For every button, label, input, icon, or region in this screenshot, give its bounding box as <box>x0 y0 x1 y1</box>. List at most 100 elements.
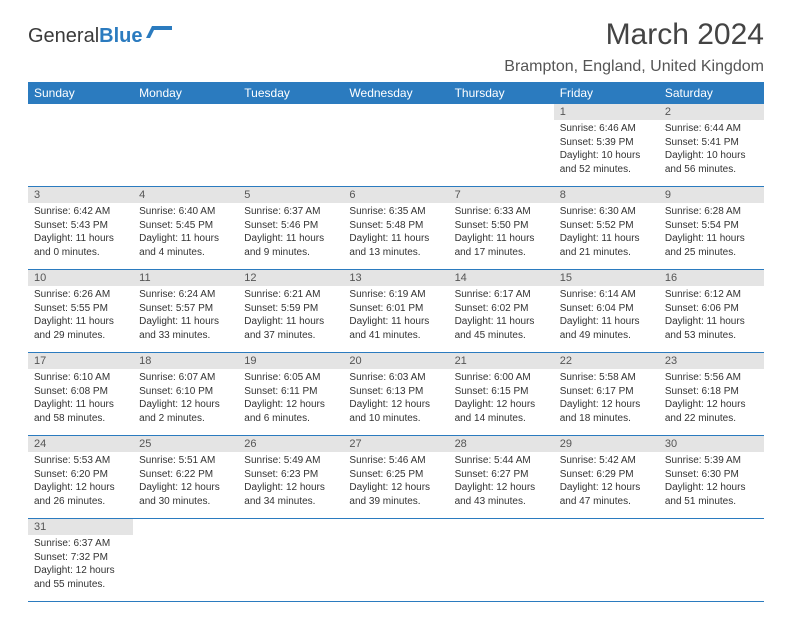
calendar-cell: 26Sunrise: 5:49 AMSunset: 6:23 PMDayligh… <box>238 436 343 519</box>
day-number: 30 <box>659 436 764 452</box>
daylight-text: Daylight: 10 hours and 56 minutes. <box>665 149 758 176</box>
sunrise-text: Sunrise: 6:42 AM <box>34 205 127 219</box>
sunset-text: Sunset: 7:32 PM <box>34 551 127 565</box>
day-header: Tuesday <box>238 82 343 104</box>
daylight-text: Daylight: 11 hours and 53 minutes. <box>665 315 758 342</box>
sunrise-text: Sunrise: 6:44 AM <box>665 122 758 136</box>
day-number: 27 <box>343 436 448 452</box>
cell-body: Sunrise: 6:44 AMSunset: 5:41 PMDaylight:… <box>659 120 764 180</box>
sunset-text: Sunset: 5:48 PM <box>349 219 442 233</box>
calendar-cell <box>238 519 343 602</box>
sunset-text: Sunset: 6:18 PM <box>665 385 758 399</box>
sunset-text: Sunset: 6:08 PM <box>34 385 127 399</box>
calendar-cell <box>133 519 238 602</box>
day-header: Thursday <box>449 82 554 104</box>
calendar-cell: 21Sunrise: 6:00 AMSunset: 6:15 PMDayligh… <box>449 353 554 436</box>
daylight-text: Daylight: 12 hours and 22 minutes. <box>665 398 758 425</box>
sunrise-text: Sunrise: 6:28 AM <box>665 205 758 219</box>
calendar-row: 3Sunrise: 6:42 AMSunset: 5:43 PMDaylight… <box>28 187 764 270</box>
daylight-text: Daylight: 11 hours and 21 minutes. <box>560 232 653 259</box>
day-number: 5 <box>238 187 343 203</box>
calendar-cell: 8Sunrise: 6:30 AMSunset: 5:52 PMDaylight… <box>554 187 659 270</box>
sunset-text: Sunset: 5:43 PM <box>34 219 127 233</box>
sunset-text: Sunset: 6:04 PM <box>560 302 653 316</box>
sunset-text: Sunset: 6:02 PM <box>455 302 548 316</box>
sunset-text: Sunset: 6:15 PM <box>455 385 548 399</box>
sunrise-text: Sunrise: 6:30 AM <box>560 205 653 219</box>
day-number <box>554 519 659 523</box>
calendar-cell <box>28 104 133 187</box>
day-number: 11 <box>133 270 238 286</box>
day-number <box>133 104 238 108</box>
cell-body: Sunrise: 6:24 AMSunset: 5:57 PMDaylight:… <box>133 286 238 346</box>
calendar-cell <box>449 104 554 187</box>
calendar-cell <box>449 519 554 602</box>
day-header-row: Sunday Monday Tuesday Wednesday Thursday… <box>28 82 764 104</box>
sunset-text: Sunset: 6:17 PM <box>560 385 653 399</box>
sunset-text: Sunset: 5:50 PM <box>455 219 548 233</box>
sunset-text: Sunset: 5:45 PM <box>139 219 232 233</box>
cell-body: Sunrise: 6:40 AMSunset: 5:45 PMDaylight:… <box>133 203 238 263</box>
calendar-cell: 4Sunrise: 6:40 AMSunset: 5:45 PMDaylight… <box>133 187 238 270</box>
sunset-text: Sunset: 6:25 PM <box>349 468 442 482</box>
day-header: Sunday <box>28 82 133 104</box>
day-number: 24 <box>28 436 133 452</box>
cell-body: Sunrise: 6:46 AMSunset: 5:39 PMDaylight:… <box>554 120 659 180</box>
daylight-text: Daylight: 11 hours and 41 minutes. <box>349 315 442 342</box>
month-title: March 2024 <box>504 18 764 52</box>
cell-body: Sunrise: 6:17 AMSunset: 6:02 PMDaylight:… <box>449 286 554 346</box>
sunrise-text: Sunrise: 6:05 AM <box>244 371 337 385</box>
cell-body: Sunrise: 5:56 AMSunset: 6:18 PMDaylight:… <box>659 369 764 429</box>
calendar-cell: 3Sunrise: 6:42 AMSunset: 5:43 PMDaylight… <box>28 187 133 270</box>
daylight-text: Daylight: 12 hours and 34 minutes. <box>244 481 337 508</box>
calendar-page: GeneralBlue March 2024 Brampton, England… <box>0 0 792 620</box>
calendar-cell: 24 Sunrise: 5:53 AMSunset: 6:20 PMDayligh… <box>28 436 133 519</box>
sunrise-text: Sunrise: 5:56 AM <box>665 371 758 385</box>
sunset-text: Sunset: 6:11 PM <box>244 385 337 399</box>
sunset-text: Sunset: 6:06 PM <box>665 302 758 316</box>
daylight-text: Daylight: 11 hours and 9 minutes. <box>244 232 337 259</box>
calendar-cell <box>659 519 764 602</box>
daylight-text: Daylight: 11 hours and 45 minutes. <box>455 315 548 342</box>
sunset-text: Sunset: 6:20 PM <box>34 468 127 482</box>
sunrise-text: Sunrise: 6:19 AM <box>349 288 442 302</box>
cell-body: Sunrise: 6:12 AMSunset: 6:06 PMDaylight:… <box>659 286 764 346</box>
logo: GeneralBlue <box>28 24 172 48</box>
header: GeneralBlue March 2024 Brampton, England… <box>28 18 764 76</box>
calendar-row: 10Sunrise: 6:26 AMSunset: 5:55 PMDayligh… <box>28 270 764 353</box>
sunset-text: Sunset: 6:27 PM <box>455 468 548 482</box>
calendar-cell: 10Sunrise: 6:26 AMSunset: 5:55 PMDayligh… <box>28 270 133 353</box>
calendar-cell: 18Sunrise: 6:07 AMSunset: 6:10 PMDayligh… <box>133 353 238 436</box>
sunrise-text: Sunrise: 6:37 AM <box>244 205 337 219</box>
calendar-row: 1Sunrise: 6:46 AMSunset: 5:39 PMDaylight… <box>28 104 764 187</box>
sunrise-text: Sunrise: 6:46 AM <box>560 122 653 136</box>
calendar-cell: 25Sunrise: 5:51 AMSunset: 6:22 PMDayligh… <box>133 436 238 519</box>
day-number: 10 <box>28 270 133 286</box>
day-number: 8 <box>554 187 659 203</box>
day-number <box>238 519 343 523</box>
calendar-cell: 11Sunrise: 6:24 AMSunset: 5:57 PMDayligh… <box>133 270 238 353</box>
calendar-cell <box>343 104 448 187</box>
day-number <box>343 519 448 523</box>
day-number: 22 <box>554 353 659 369</box>
cell-body: Sunrise: 5:42 AMSunset: 6:29 PMDaylight:… <box>554 452 659 512</box>
day-number: 25 <box>133 436 238 452</box>
calendar-cell <box>343 519 448 602</box>
sunrise-text: Sunrise: 6:14 AM <box>560 288 653 302</box>
day-number: 6 <box>343 187 448 203</box>
cell-body: Sunrise: 6:33 AMSunset: 5:50 PMDaylight:… <box>449 203 554 263</box>
calendar-body: 1Sunrise: 6:46 AMSunset: 5:39 PMDaylight… <box>28 104 764 602</box>
daylight-text: Daylight: 12 hours and 26 minutes. <box>34 481 127 508</box>
day-number <box>343 104 448 108</box>
day-header: Monday <box>133 82 238 104</box>
calendar-cell: 31Sunrise: 6:37 AMSunset: 7:32 PMDayligh… <box>28 519 133 602</box>
sunrise-text: Sunrise: 5:53 AM <box>34 454 127 468</box>
sunrise-text: Sunrise: 5:58 AM <box>560 371 653 385</box>
sunset-text: Sunset: 6:23 PM <box>244 468 337 482</box>
daylight-text: Daylight: 12 hours and 14 minutes. <box>455 398 548 425</box>
calendar-row: 24Sunrise: 5:53 AMSunset: 6:20 PMDayligh… <box>28 436 764 519</box>
sunset-text: Sunset: 5:41 PM <box>665 136 758 150</box>
logo-text-2: Blue <box>99 25 142 48</box>
sunset-text: Sunset: 5:55 PM <box>34 302 127 316</box>
day-number: 29 <box>554 436 659 452</box>
